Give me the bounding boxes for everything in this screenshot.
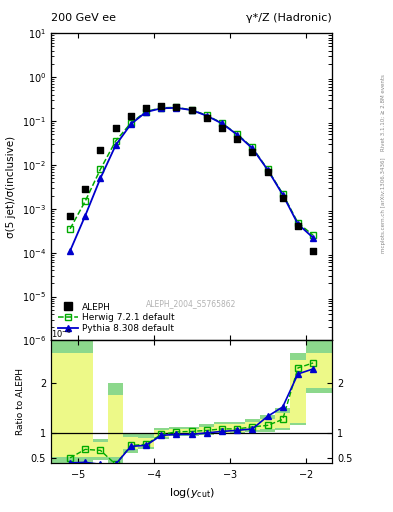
Herwig 7.2.1 default — [144, 109, 149, 115]
X-axis label: $\log(y_{\rm cut})$: $\log(y_{\rm cut})$ — [169, 486, 215, 500]
ALEPH — [188, 106, 195, 115]
Herwig 7.2.1 default — [250, 144, 255, 151]
Text: ALEPH_2004_S5765862: ALEPH_2004_S5765862 — [147, 299, 237, 308]
ALEPH — [310, 247, 316, 255]
ALEPH — [173, 103, 180, 111]
Pythia 8.308 default — [68, 248, 72, 254]
Herwig 7.2.1 default — [174, 104, 179, 111]
Line: Pythia 8.308 default: Pythia 8.308 default — [67, 105, 316, 254]
Pythia 8.308 default — [159, 105, 163, 112]
Herwig 7.2.1 default — [204, 112, 209, 118]
ALEPH — [264, 167, 271, 176]
Pythia 8.308 default — [189, 107, 194, 113]
Text: Rivet 3.1.10; ≥ 2.8M events: Rivet 3.1.10; ≥ 2.8M events — [381, 74, 386, 151]
Legend: ALEPH, Herwig 7.2.1 default, Pythia 8.308 default: ALEPH, Herwig 7.2.1 default, Pythia 8.30… — [55, 300, 177, 336]
ALEPH — [295, 222, 301, 230]
ALEPH — [204, 114, 210, 122]
Herwig 7.2.1 default — [83, 198, 88, 204]
Pythia 8.308 default — [174, 105, 179, 111]
Pythia 8.308 default — [220, 120, 224, 126]
ALEPH — [143, 104, 149, 112]
Pythia 8.308 default — [204, 113, 209, 119]
Herwig 7.2.1 default — [98, 166, 103, 172]
ALEPH — [128, 112, 134, 120]
Pythia 8.308 default — [280, 191, 285, 198]
Pythia 8.308 default — [296, 221, 300, 227]
Pythia 8.308 default — [250, 145, 255, 152]
Herwig 7.2.1 default — [113, 138, 118, 144]
Text: mcplots.cern.ch [arXiv:1306.3436]: mcplots.cern.ch [arXiv:1306.3436] — [381, 157, 386, 252]
Pythia 8.308 default — [311, 234, 316, 241]
ALEPH — [279, 194, 286, 202]
Herwig 7.2.1 default — [296, 220, 300, 226]
Pythia 8.308 default — [144, 109, 149, 115]
Pythia 8.308 default — [113, 142, 118, 148]
ALEPH — [67, 211, 73, 220]
Pythia 8.308 default — [83, 212, 88, 219]
Pythia 8.308 default — [235, 132, 239, 138]
Text: 200 GeV ee: 200 GeV ee — [51, 13, 116, 23]
Herwig 7.2.1 default — [235, 131, 239, 137]
ALEPH — [82, 185, 88, 194]
Herwig 7.2.1 default — [189, 107, 194, 113]
Pythia 8.308 default — [98, 175, 103, 181]
Herwig 7.2.1 default — [68, 226, 72, 232]
ALEPH — [158, 102, 164, 110]
Herwig 7.2.1 default — [311, 232, 316, 238]
ALEPH — [112, 124, 119, 132]
Line: Herwig 7.2.1 default: Herwig 7.2.1 default — [67, 104, 316, 239]
Pythia 8.308 default — [265, 166, 270, 173]
Text: $10^{-6}$: $10^{-6}$ — [51, 328, 72, 340]
Text: γ*/Z (Hadronic): γ*/Z (Hadronic) — [246, 13, 332, 23]
ALEPH — [234, 135, 240, 143]
Pythia 8.308 default — [129, 121, 133, 127]
Herwig 7.2.1 default — [280, 191, 285, 197]
Y-axis label: σ(5 jet)/σ(inclusive): σ(5 jet)/σ(inclusive) — [6, 136, 17, 238]
ALEPH — [219, 124, 225, 132]
ALEPH — [249, 147, 255, 156]
Herwig 7.2.1 default — [220, 120, 224, 126]
Herwig 7.2.1 default — [159, 105, 163, 111]
Y-axis label: Ratio to ALEPH: Ratio to ALEPH — [16, 369, 25, 435]
ALEPH — [97, 146, 104, 154]
Herwig 7.2.1 default — [265, 166, 270, 172]
Herwig 7.2.1 default — [129, 120, 133, 126]
